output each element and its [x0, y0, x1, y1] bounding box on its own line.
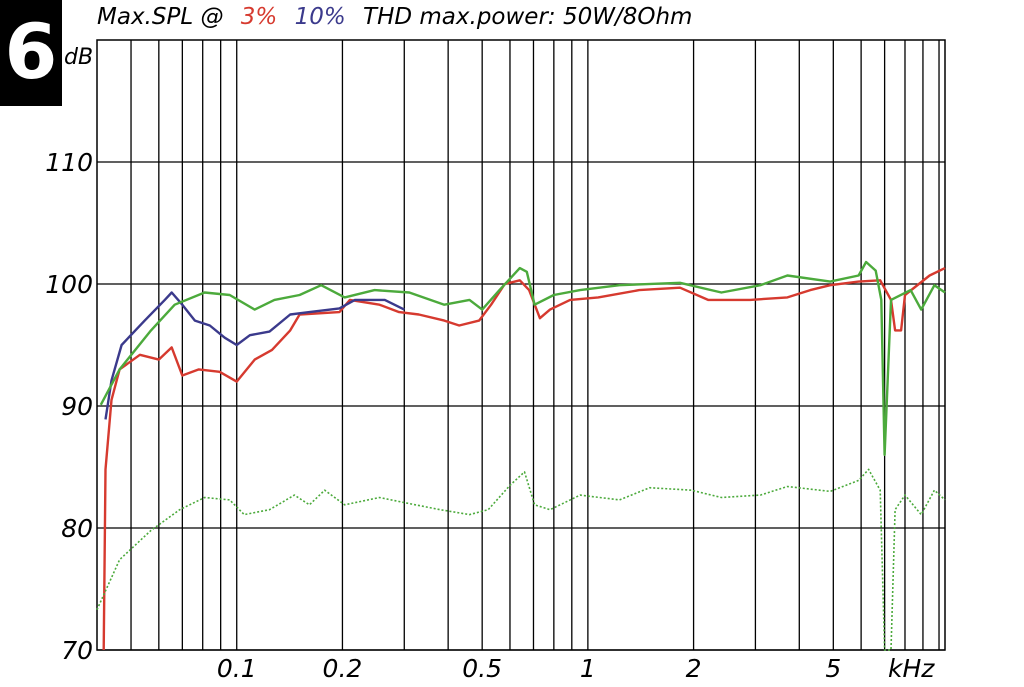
y-axis-label: dB	[64, 45, 93, 70]
badge: 6	[5, 7, 58, 96]
chart-title: Max.SPL @ 3% 10% THD max.power: 50W/8Ohm	[97, 4, 692, 30]
plot	[96, 260, 946, 651]
series-line	[104, 291, 405, 420]
x-axis-label: kHz	[888, 654, 935, 683]
y-tick-label: 90	[61, 392, 93, 421]
series-line	[99, 260, 946, 456]
title-main: Max.SPL @	[97, 4, 223, 30]
x-tick-label: 0.2	[323, 654, 363, 683]
x-tick-label: 1	[580, 654, 596, 683]
legend-entry: 10%	[295, 4, 346, 30]
series-line	[102, 267, 946, 651]
title-suffix: THD max.power: 50W/8Ohm	[363, 4, 692, 30]
x-tick-label: 0.5	[462, 654, 502, 683]
y-tick-label: 100	[45, 270, 93, 299]
y-tick-label: 80	[61, 514, 93, 543]
x-tick-label: 2	[686, 654, 702, 683]
grid	[96, 39, 946, 651]
x-tick-label: 5	[825, 654, 841, 683]
tick-labels: 70 80 90 100 110 0.1 0.2 0.5 1 2 5	[45, 148, 841, 683]
y-tick-label: 70	[61, 636, 93, 665]
badge-box	[0, 0, 62, 106]
legend-entry: 3%	[241, 4, 278, 30]
series-line	[96, 468, 946, 651]
plot-frame	[96, 39, 946, 651]
y-tick-label: 110	[45, 148, 93, 177]
x-tick-label: 0.1	[217, 654, 257, 683]
